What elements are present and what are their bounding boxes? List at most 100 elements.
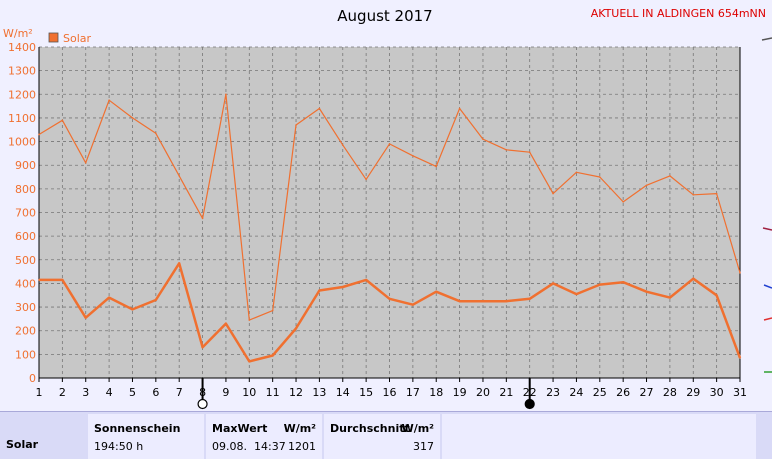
maxwert-date: 09.08. bbox=[212, 440, 247, 453]
x-tick-label: 30 bbox=[710, 386, 724, 399]
x-tick-label: 16 bbox=[383, 386, 397, 399]
data-point-max bbox=[739, 271, 741, 274]
data-point-average bbox=[271, 354, 274, 357]
data-point-average bbox=[739, 357, 741, 359]
data-point-average bbox=[669, 296, 671, 299]
data-point-average bbox=[108, 296, 110, 299]
x-tick-label: 25 bbox=[593, 386, 607, 399]
data-point-average bbox=[155, 299, 157, 301]
row-label: Solar bbox=[6, 438, 39, 451]
y-tick-label: 1100 bbox=[8, 112, 36, 125]
x-tick-label: 26 bbox=[616, 386, 630, 399]
data-point-max bbox=[692, 193, 695, 196]
y-tick-label: 1400 bbox=[8, 41, 36, 54]
chart-title: August 2017 bbox=[337, 7, 432, 25]
data-point-max bbox=[131, 117, 134, 119]
data-point-average bbox=[341, 286, 344, 288]
data-point-max bbox=[271, 309, 274, 312]
data-point-max bbox=[505, 149, 508, 151]
durchschnitt-unit: W/m² bbox=[401, 422, 434, 435]
data-point-max bbox=[715, 192, 718, 195]
durchschnitt-header: Durchschnitt bbox=[330, 422, 410, 435]
y-tick-label: 1300 bbox=[8, 65, 36, 78]
new-moon-icon bbox=[524, 398, 535, 410]
x-tick-label: 24 bbox=[569, 386, 583, 399]
x-tick-label: 21 bbox=[499, 386, 513, 399]
data-point-max bbox=[622, 201, 624, 203]
maxwert-header: MaxWert bbox=[212, 422, 268, 435]
data-point-average bbox=[435, 290, 438, 293]
x-tick-label: 13 bbox=[312, 386, 326, 399]
grid bbox=[39, 46, 740, 378]
data-point-max bbox=[388, 143, 391, 145]
x-tick-label: 19 bbox=[453, 386, 467, 399]
x-tick-label: 1 bbox=[36, 386, 43, 399]
sonnenschein-header: Sonnenschein bbox=[94, 422, 181, 435]
durchschnitt-value: 317 bbox=[413, 440, 434, 453]
data-point-max bbox=[341, 144, 344, 146]
sonnenschein-cell: Sonnenschein 194:50 h bbox=[88, 414, 204, 459]
y-axis: 0 100 200 300 400 500 600 700 800 900 1000 1100 1200… bbox=[8, 41, 741, 385]
data-point-max bbox=[201, 217, 204, 220]
data-point-average bbox=[622, 281, 624, 284]
data-point-average bbox=[201, 346, 204, 349]
data-point-average bbox=[599, 283, 601, 286]
data-point-max bbox=[61, 119, 64, 122]
x-tick-label: 28 bbox=[663, 386, 677, 399]
data-point-max bbox=[412, 154, 414, 157]
summary-footer: Solar Sonnenschein 194:50 h MaxWert W/m²… bbox=[0, 411, 772, 459]
data-point-max bbox=[575, 171, 578, 174]
data-point-max bbox=[108, 99, 110, 101]
x-tick-label: 5 bbox=[129, 386, 136, 399]
x-tick-label: 3 bbox=[82, 386, 89, 399]
x-tick-label: 20 bbox=[476, 386, 490, 399]
data-point-max bbox=[645, 184, 648, 187]
data-point-max bbox=[599, 176, 601, 178]
maxwert-value: 1201 bbox=[288, 440, 316, 453]
data-point-max bbox=[482, 138, 484, 141]
y-tick-label: 1200 bbox=[8, 88, 36, 101]
data-point-max bbox=[248, 319, 251, 321]
x-tick-label: 27 bbox=[640, 386, 654, 399]
x-tick-label: 12 bbox=[289, 386, 303, 399]
y-tick-label: 400 bbox=[15, 277, 36, 290]
data-point-max bbox=[155, 132, 157, 135]
x-tick-label: 15 bbox=[359, 386, 373, 399]
data-point-average bbox=[38, 279, 40, 281]
data-point-average bbox=[505, 300, 508, 302]
empty-cell bbox=[442, 414, 756, 459]
data-point-max bbox=[435, 165, 438, 168]
y-tick-label: 200 bbox=[15, 325, 36, 338]
y-tick-label: 600 bbox=[15, 230, 36, 243]
y-tick-label: 500 bbox=[15, 254, 36, 267]
y-tick-label: 800 bbox=[15, 183, 36, 196]
y-tick-label: 700 bbox=[15, 207, 36, 220]
data-point-max bbox=[458, 107, 461, 110]
data-point-average bbox=[225, 322, 227, 325]
data-point-average bbox=[412, 303, 414, 306]
x-axis: 1234567891011121314151617181920212223242… bbox=[36, 377, 747, 399]
x-tick-label: 4 bbox=[106, 386, 113, 399]
data-point-max bbox=[225, 93, 227, 96]
data-point-average bbox=[178, 262, 180, 265]
y-tick-label: 0 bbox=[29, 372, 36, 385]
moon-markers bbox=[197, 378, 535, 410]
data-point-max bbox=[84, 162, 87, 164]
x-tick-label: 31 bbox=[733, 386, 747, 399]
data-point-average bbox=[692, 277, 695, 280]
station-label: AKTUELL IN ALDINGEN 654mNN bbox=[591, 7, 766, 20]
data-point-max bbox=[295, 124, 297, 126]
data-point-average bbox=[552, 282, 554, 285]
y-unit-label: W/m² bbox=[3, 27, 33, 40]
x-tick-label: 23 bbox=[546, 386, 560, 399]
data-point-max bbox=[318, 107, 321, 110]
full-moon-icon bbox=[197, 398, 208, 410]
y-tick-label: 300 bbox=[15, 301, 36, 314]
maxwert-cell: MaxWert W/m² 09.08. 14:37 1201 bbox=[206, 414, 322, 459]
data-point-average bbox=[248, 360, 251, 363]
series-group bbox=[38, 93, 742, 363]
data-point-average bbox=[61, 279, 64, 281]
y-tick-label: 100 bbox=[15, 348, 36, 361]
durchschnitt-cell: Durchschnitt W/m² 317 bbox=[324, 414, 440, 459]
x-tick-label: 18 bbox=[429, 386, 443, 399]
